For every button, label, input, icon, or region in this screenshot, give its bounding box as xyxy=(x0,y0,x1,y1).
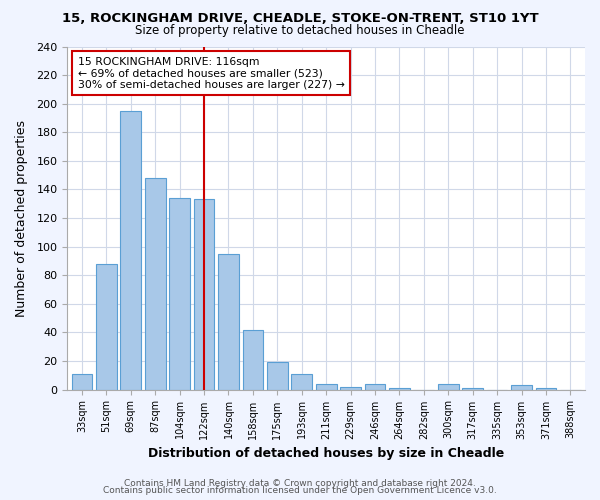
Bar xyxy=(536,388,556,390)
Bar xyxy=(96,264,117,390)
Bar xyxy=(462,388,483,390)
Bar xyxy=(267,362,287,390)
Bar xyxy=(365,384,385,390)
Bar xyxy=(389,388,410,390)
Text: Contains HM Land Registry data © Crown copyright and database right 2024.: Contains HM Land Registry data © Crown c… xyxy=(124,478,476,488)
Bar xyxy=(121,111,141,390)
Text: Contains public sector information licensed under the Open Government Licence v3: Contains public sector information licen… xyxy=(103,486,497,495)
Text: Size of property relative to detached houses in Cheadle: Size of property relative to detached ho… xyxy=(135,24,465,37)
Bar xyxy=(71,374,92,390)
Bar xyxy=(316,384,337,390)
Bar xyxy=(292,374,312,390)
Bar xyxy=(242,330,263,390)
Bar xyxy=(145,178,166,390)
Text: 15 ROCKINGHAM DRIVE: 116sqm
← 69% of detached houses are smaller (523)
30% of se: 15 ROCKINGHAM DRIVE: 116sqm ← 69% of det… xyxy=(77,57,344,90)
Bar xyxy=(218,254,239,390)
X-axis label: Distribution of detached houses by size in Cheadle: Distribution of detached houses by size … xyxy=(148,447,504,460)
Text: 15, ROCKINGHAM DRIVE, CHEADLE, STOKE-ON-TRENT, ST10 1YT: 15, ROCKINGHAM DRIVE, CHEADLE, STOKE-ON-… xyxy=(62,12,538,26)
Bar xyxy=(169,198,190,390)
Bar xyxy=(340,386,361,390)
Bar xyxy=(438,384,458,390)
Y-axis label: Number of detached properties: Number of detached properties xyxy=(15,120,28,316)
Bar xyxy=(194,200,214,390)
Bar xyxy=(511,386,532,390)
